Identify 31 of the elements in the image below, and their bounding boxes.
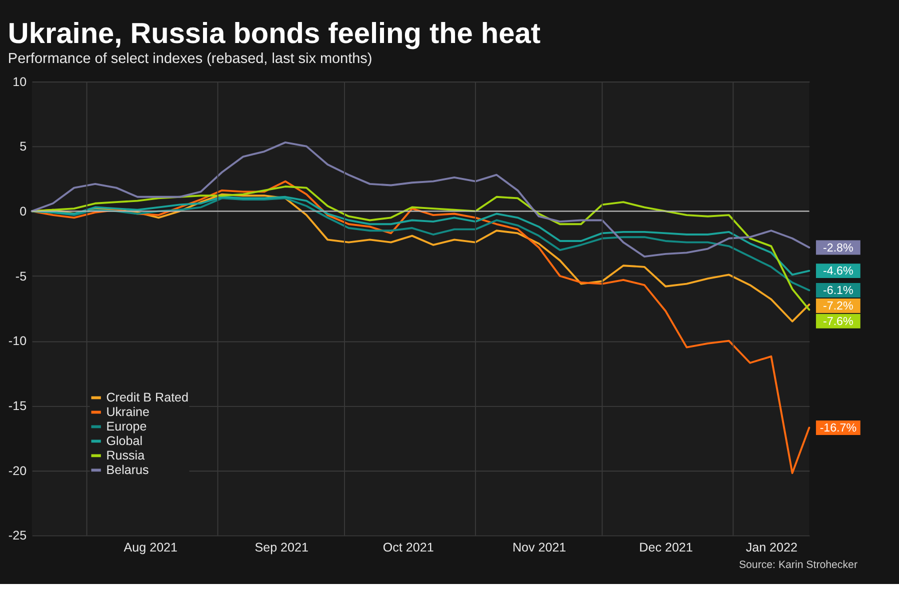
chart-subtitle: Performance of select indexes (rebased, last six months) bbox=[8, 51, 372, 68]
data-label: -7.6% bbox=[823, 316, 854, 328]
line-series bbox=[30, 180, 810, 474]
y-tick-label: -20 bbox=[8, 464, 27, 478]
y-tick-label: -5 bbox=[15, 269, 27, 284]
legend-label: Russia bbox=[106, 448, 145, 463]
x-tick-label: Aug 2021 bbox=[124, 540, 178, 554]
y-tick-label: -10 bbox=[8, 334, 27, 348]
x-tick-label: Jan 2022 bbox=[746, 540, 798, 554]
data-label: -4.6% bbox=[823, 266, 854, 278]
x-tick-label: Nov 2021 bbox=[512, 540, 566, 554]
chart-title: Ukraine, Russia bonds feeling the heat bbox=[8, 18, 541, 50]
legend-label: Ukraine bbox=[106, 405, 150, 420]
y-tick-label: 10 bbox=[12, 74, 27, 89]
source-note: Source: Karin Strohecker bbox=[738, 559, 858, 572]
x-tick-label: Oct 2021 bbox=[382, 540, 434, 554]
x-tick-label: Sep 2021 bbox=[254, 540, 308, 554]
legend-label: Belarus bbox=[106, 463, 149, 478]
y-tick-label: -15 bbox=[8, 399, 27, 414]
legend-label: Credit B Rated bbox=[106, 390, 189, 405]
y-tick-label: 0 bbox=[20, 204, 27, 219]
y-tick-label: -25 bbox=[8, 528, 27, 543]
legend-label: Global bbox=[106, 434, 142, 448]
y-tick-label: 5 bbox=[20, 140, 27, 154]
data-label: -6.1% bbox=[823, 285, 854, 298]
data-label: -7.2% bbox=[823, 300, 854, 313]
data-label: -16.7% bbox=[820, 422, 857, 435]
line-series bbox=[30, 141, 810, 258]
data-label: -2.8% bbox=[823, 242, 854, 254]
legend-label: Europe bbox=[106, 420, 147, 434]
x-tick-label: Dec 2021 bbox=[639, 540, 693, 554]
